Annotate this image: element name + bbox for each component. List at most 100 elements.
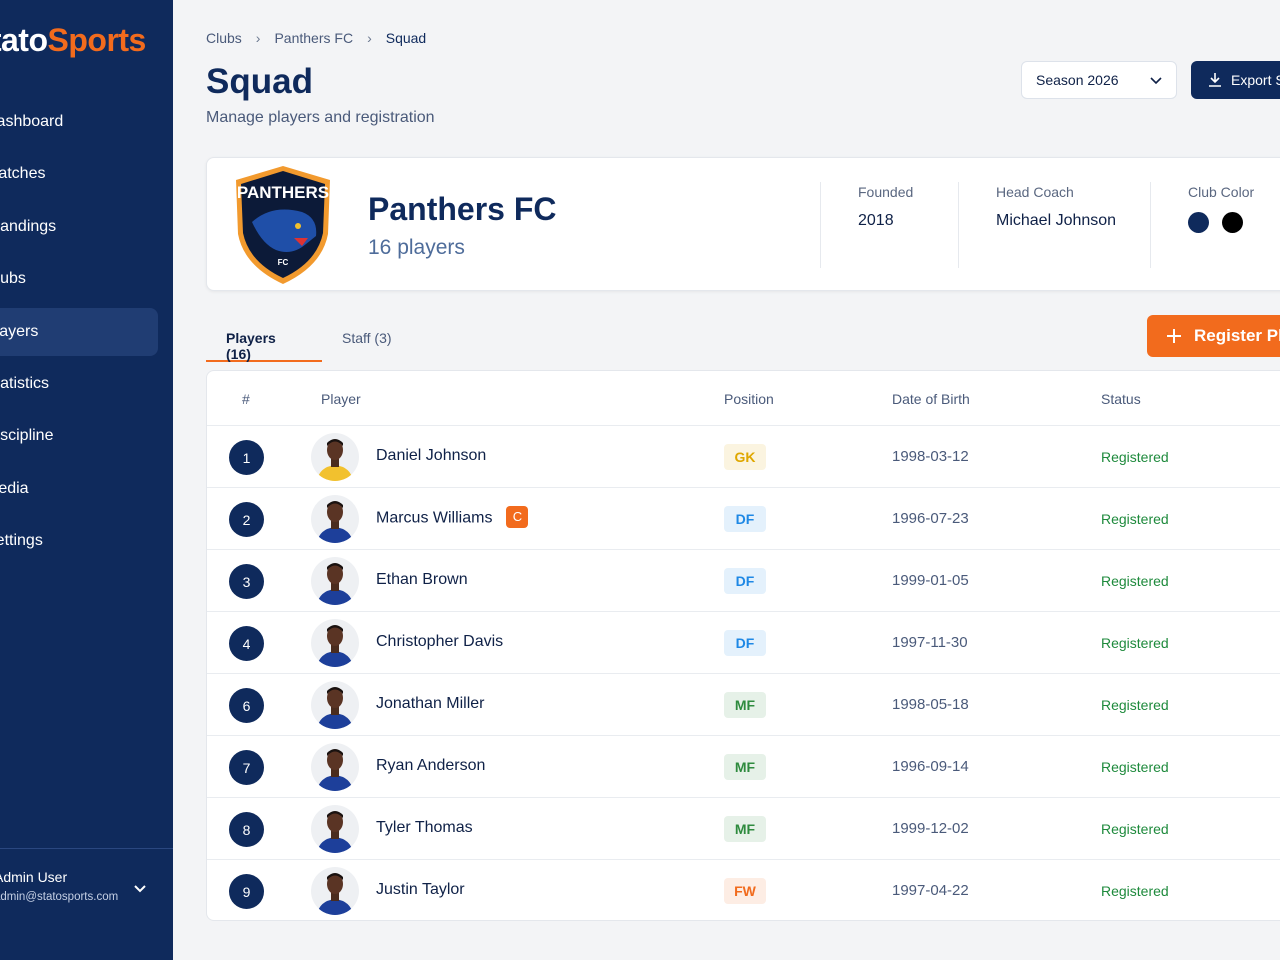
status: Registered xyxy=(1101,449,1169,465)
user-menu[interactable]: Admin User admin@statosports.com xyxy=(0,848,173,903)
position-badge: FW xyxy=(724,878,766,904)
position-badge: MF xyxy=(724,754,766,780)
tab[interactable]: Players (16) xyxy=(206,318,322,362)
user-name: Admin User xyxy=(0,869,68,885)
chevron xyxy=(1150,77,1162,85)
table-header: # Player Position Date of Birth Status xyxy=(207,371,1280,425)
player-name-text: Christopher Davis xyxy=(376,633,504,650)
player-name-text: Ryan Anderson xyxy=(376,757,486,774)
avatar xyxy=(311,681,359,729)
column-header: Date of Birth xyxy=(892,391,970,407)
plus-icon xyxy=(1167,329,1181,343)
avatar xyxy=(311,867,359,915)
logo-text: FC xyxy=(278,258,289,267)
nav-item[interactable]: Matches xyxy=(0,165,46,183)
avatar xyxy=(311,619,359,667)
page-subtitle: Manage players and registration xyxy=(206,109,435,126)
nav: Dashboard Matches Standings Clubs Players Sta… xyxy=(0,98,173,570)
color-dots xyxy=(1188,212,1256,238)
nav-item[interactable]: Settings xyxy=(0,532,43,550)
status: Registered xyxy=(1101,821,1169,837)
date-of-birth: 1996-07-23 xyxy=(892,510,969,527)
player-number: 4 xyxy=(229,626,264,661)
export-button[interactable]: Export Squad xyxy=(1191,61,1280,99)
player-number: 7 xyxy=(229,750,264,785)
column-header: Player xyxy=(321,391,361,407)
player-number: 2 xyxy=(229,502,264,537)
player-name[interactable]: Ethan Brown xyxy=(376,571,468,589)
avatar xyxy=(311,743,359,791)
player-name[interactable]: Jonathan Miller xyxy=(376,695,485,713)
crumb[interactable]: Clubs xyxy=(206,30,242,46)
position-badge: DF xyxy=(724,506,766,532)
player-number: 6 xyxy=(229,688,264,723)
nav-item[interactable]: Dashboard xyxy=(0,113,64,130)
column-header: Position xyxy=(724,391,774,407)
separator: › xyxy=(255,30,261,46)
stat-label: Head Coach xyxy=(996,184,1074,200)
player-name[interactable]: Justin Taylor xyxy=(376,881,465,899)
player-name-text: Jonathan Miller xyxy=(376,695,485,712)
column-header: # xyxy=(242,391,250,407)
date-of-birth: 1999-12-02 xyxy=(892,820,969,837)
date-of-birth: 1997-11-30 xyxy=(892,634,968,651)
player-name[interactable]: Marcus Williams C xyxy=(376,506,529,528)
avatar xyxy=(311,805,359,853)
separator: › xyxy=(367,30,372,46)
player-number: 3 xyxy=(229,564,264,599)
nav-item[interactable]: Players xyxy=(0,307,158,356)
page-title: Squad xyxy=(206,62,313,101)
player-number: 9 xyxy=(229,874,264,909)
brand-text: Sports xyxy=(47,22,147,58)
button-label: Register Player xyxy=(1194,326,1280,345)
nav-item[interactable]: Statistics xyxy=(0,374,50,392)
avatar xyxy=(311,557,359,605)
captain-badge: C xyxy=(506,506,529,528)
tab[interactable]: Staff (3) xyxy=(342,330,392,346)
season-select[interactable]: Season 2026 xyxy=(1021,61,1177,99)
crumb: Squad xyxy=(385,30,427,46)
player-name[interactable]: Christopher Davis xyxy=(376,633,503,651)
position-badge: GK xyxy=(724,444,766,470)
table-row: 2 Marcus Williams C DF 1996-07-23 Registered xyxy=(207,487,1280,549)
stat: Founded 2018 xyxy=(820,182,913,268)
avatar xyxy=(311,495,359,543)
avatar xyxy=(311,433,359,481)
player-number: 1 xyxy=(229,440,264,475)
nav-item[interactable]: Discipline xyxy=(0,427,54,445)
user-email: admin@statosports.com xyxy=(0,891,119,903)
brand-text: Stato xyxy=(0,22,48,58)
status: Registered xyxy=(1101,635,1169,651)
club-logo: PANTHERS FC xyxy=(236,166,330,284)
chevron xyxy=(134,885,146,893)
status: Registered xyxy=(1101,511,1169,527)
table-row: 4 Christopher Davis DF 1997-11-30 Registered xyxy=(207,611,1280,673)
club-card: PANTHERS FC Panthers FC 16 players Found… xyxy=(206,157,1280,291)
squad-table: # Player Position Date of Birth Status 1 Danie… xyxy=(206,370,1280,921)
table-row: 3 Ethan Brown DF 1999-01-05 Registered xyxy=(207,549,1280,611)
date-of-birth: 1998-03-12 xyxy=(892,448,969,465)
register-button[interactable]: Register Player xyxy=(1147,315,1280,357)
date-of-birth: 1999-01-05 xyxy=(892,572,969,589)
stat: Head Coach Michael Johnson xyxy=(958,182,1116,268)
stat-value: 2018 xyxy=(858,212,894,229)
table-row: 8 Tyler Thomas MF 1999-12-02 Registered xyxy=(207,797,1280,859)
tabs: Players (16) Staff (3) xyxy=(206,318,412,362)
player-name-text: Tyler Thomas xyxy=(376,819,473,836)
stat-value: Michael Johnson xyxy=(996,212,1117,229)
player-name[interactable]: Ryan Anderson xyxy=(376,757,485,775)
player-name-text: Justin Taylor xyxy=(376,881,465,898)
download-icon xyxy=(1209,73,1221,87)
status: Registered xyxy=(1101,883,1169,899)
nav-item[interactable]: Clubs xyxy=(0,270,26,288)
nav-item[interactable]: Media xyxy=(0,479,29,497)
date-of-birth: 1997-04-22 xyxy=(892,882,969,899)
color-dot xyxy=(1222,212,1243,233)
player-name[interactable]: Tyler Thomas xyxy=(376,819,473,837)
nav-item[interactable]: Standings xyxy=(0,217,57,235)
table-row: 6 Jonathan Miller MF 1998-05-18 Registered xyxy=(207,673,1280,735)
crumb[interactable]: Panthers FC xyxy=(274,30,354,46)
player-name[interactable]: Daniel Johnson xyxy=(376,447,486,465)
brand[interactable]: StatoSports xyxy=(0,22,146,59)
